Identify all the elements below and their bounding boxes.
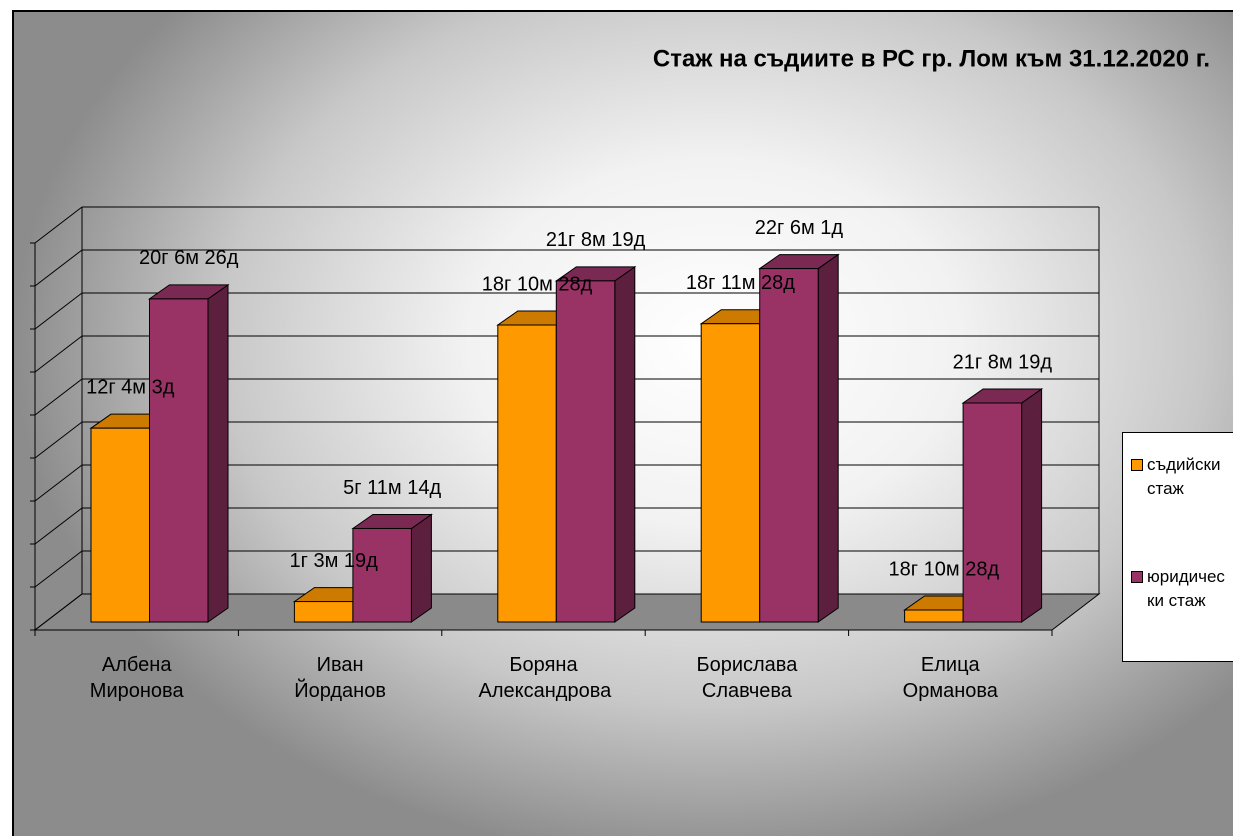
data-label: 21г 8м 19д	[546, 229, 646, 251]
legend-swatch	[1131, 571, 1143, 583]
bar-side	[410, 513, 432, 623]
data-label: 18г 11м 28д	[686, 272, 795, 294]
bar	[554, 265, 637, 623]
legend-item: юридически стаж	[1131, 565, 1227, 613]
legend-swatch	[1131, 459, 1143, 471]
bar-front	[759, 268, 819, 623]
chart-title: Стаж на съдиите в РС гр. Лом към 31.12.2…	[653, 45, 1210, 72]
legend: съдийски стаж юридически стаж	[1122, 432, 1233, 662]
grid-line	[34, 335, 83, 373]
bar-front	[962, 402, 1023, 623]
grid-line	[34, 378, 83, 416]
bar	[351, 513, 433, 623]
grid-line	[34, 464, 83, 502]
grid-line	[34, 593, 83, 631]
data-label: 1г 3м 19д	[289, 550, 378, 572]
bar-side	[1021, 388, 1043, 623]
legend-label: съдийски стаж	[1147, 455, 1221, 498]
bar-front	[293, 601, 354, 623]
bar-front	[352, 527, 412, 623]
bar-front	[555, 280, 616, 623]
data-label: 12г 4м 3д	[86, 376, 175, 398]
bar	[758, 253, 840, 623]
x-tick-label: Борислава Славчева	[696, 654, 798, 702]
grid-line	[34, 507, 83, 545]
data-label: 18г 10м 28д	[889, 558, 1000, 580]
data-label: 5г 11м 14д	[343, 477, 441, 499]
bar-front	[90, 427, 150, 623]
grid-line	[34, 421, 83, 459]
data-label: 21г 8м 19д	[953, 351, 1053, 373]
data-label: 18г 10м 28д	[482, 273, 593, 295]
bar-front	[497, 324, 557, 623]
grid-line	[34, 550, 83, 588]
bar	[147, 283, 230, 623]
grid-line	[34, 206, 83, 244]
grid-line	[34, 292, 83, 330]
grid-line	[34, 249, 83, 287]
x-tick-label: Боряна Александрова	[478, 654, 612, 702]
bar-front	[700, 323, 761, 623]
data-label: 20г 6м 26д	[139, 247, 239, 269]
bar-front	[149, 298, 209, 623]
x-tick-label: Елица Орманова	[902, 654, 998, 702]
x-tick-label: Иван Йорданов	[294, 654, 386, 702]
bar	[961, 388, 1044, 623]
bar-front	[904, 609, 964, 623]
bar-side	[207, 283, 229, 623]
bar-side	[614, 265, 636, 623]
bar-side	[817, 253, 839, 623]
legend-item: съдийски стаж	[1131, 453, 1227, 501]
x-tick-label: Албена Миронова	[89, 654, 184, 702]
legend-label: юридически стаж	[1147, 567, 1225, 610]
data-label: 22г 6м 1д	[755, 217, 844, 239]
